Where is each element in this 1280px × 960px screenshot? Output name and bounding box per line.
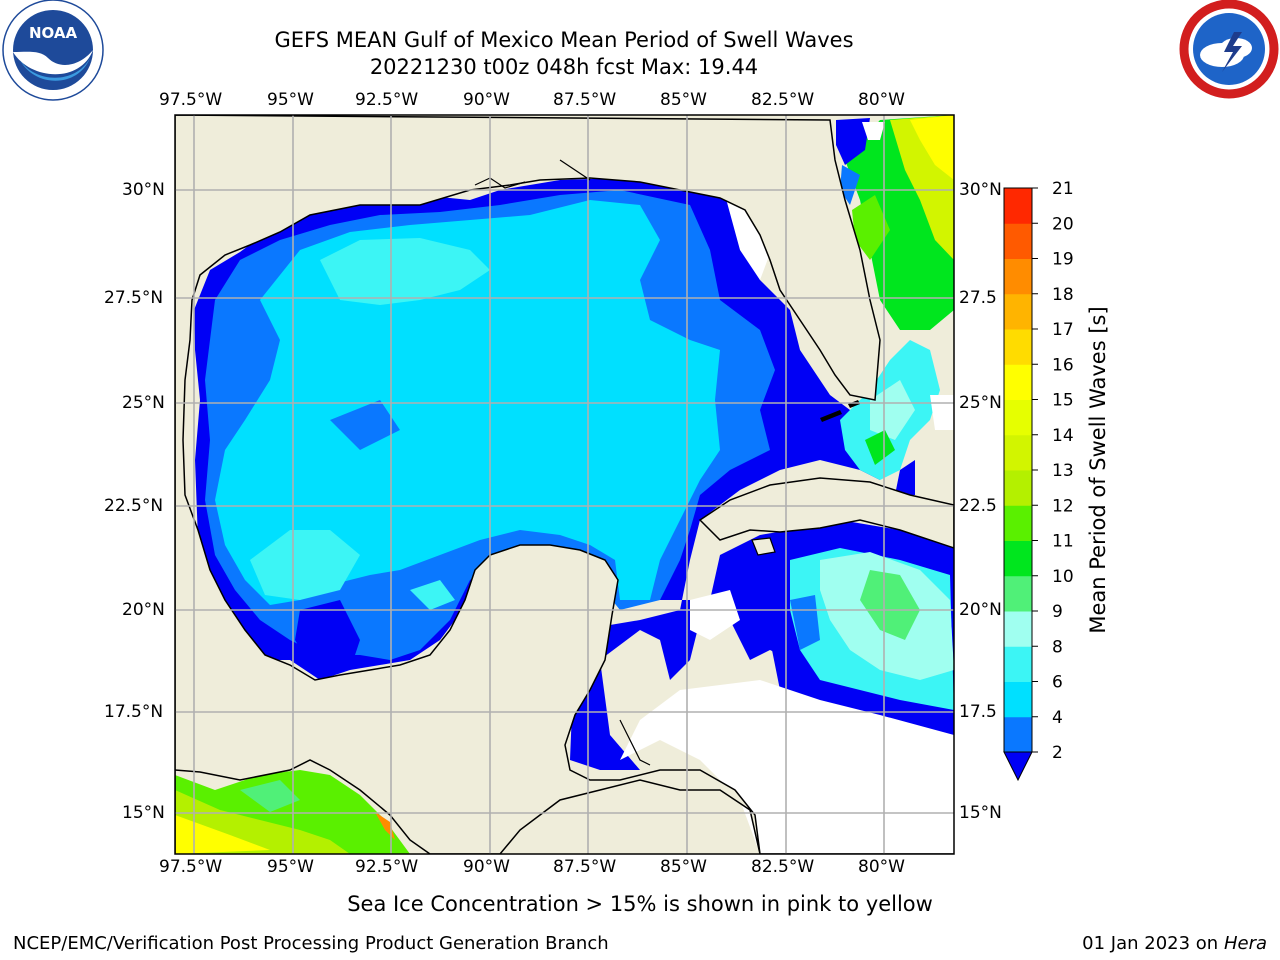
colorbar-cell — [1004, 540, 1032, 577]
map-area — [175, 115, 954, 854]
colorbar-tick-label: 8 — [1052, 637, 1063, 657]
lon-label-top: 85°W — [660, 90, 707, 110]
colorbar-cell — [1004, 434, 1032, 471]
footer-date: 01 Jan 2023 on Hera — [1082, 933, 1267, 954]
colorbar-tick-label: 9 — [1052, 602, 1063, 622]
footer-org: NCEP/EMC/Verification Post Processing Pr… — [13, 933, 609, 954]
lat-label-left: 30°N — [122, 180, 165, 200]
colorbar-label: Mean Period of Swell Waves [s] — [1086, 306, 1110, 634]
colorbar-tick-label: 15 — [1052, 391, 1074, 411]
colorbar-tick-label: 20 — [1052, 214, 1074, 234]
nws-logo-icon — [1179, 0, 1279, 99]
colorbar-tick-label: 11 — [1052, 532, 1074, 552]
lon-label-top: 95°W — [267, 90, 314, 110]
sea-ice-note: Sea Ice Concentration > 15% is shown in … — [0, 892, 1280, 916]
mexico-land — [175, 115, 954, 854]
lat-label-right: 27.5 — [959, 288, 997, 308]
colorbar-tick-label: 6 — [1052, 673, 1063, 693]
lat-label-right: 30°N — [959, 180, 1002, 200]
noaa-logo-icon: NOAA — [2, 0, 104, 101]
map-frame — [174, 114, 955, 855]
lat-label-right: 15°N — [959, 803, 1002, 823]
lon-label-top: 80°W — [858, 90, 905, 110]
colorbar-cell — [1004, 611, 1032, 647]
lon-label-top: 90°W — [463, 90, 510, 110]
colorbar: 2 4 6 8 9 10 11 12 13 14 15 16 17 18 19 20 21 — [1003, 179, 1074, 782]
colorbar-cell — [1004, 188, 1032, 224]
colorbar-cell — [1004, 293, 1032, 330]
noaa-logo-text: NOAA — [29, 24, 78, 42]
lat-label-right: 25°N — [959, 393, 1002, 413]
graticule — [175, 115, 954, 854]
colorbar-tick-label: 4 — [1052, 708, 1063, 728]
lon-label-top: 97.5°W — [159, 90, 223, 110]
colorbar-cell — [1004, 646, 1032, 682]
gulf-light-cyan — [320, 238, 490, 305]
colorbar-cell — [1004, 329, 1032, 365]
colorbar-cell — [1004, 716, 1032, 753]
colorbar-tick-label: 18 — [1052, 285, 1074, 305]
lat-label-left: 15°N — [122, 803, 165, 823]
colorbar-tick-label: 12 — [1052, 496, 1074, 516]
lat-label-left: 20°N — [122, 600, 165, 620]
colorbar-cell — [1004, 258, 1032, 295]
colorbar-cell — [1004, 399, 1032, 436]
map-title: GEFS MEAN Gulf of Mexico Mean Period of … — [274, 28, 854, 52]
lat-label-left: 17.5°N — [104, 702, 164, 722]
lon-label-bottom: 97.5°W — [159, 857, 223, 877]
lon-label-bottom: 87.5°W — [553, 857, 617, 877]
footer-date-text: 01 Jan 2023 on — [1082, 933, 1224, 954]
map-subtitle: 20221230 t00z 048h fcst Max: 19.44 — [369, 55, 759, 79]
lon-label-bottom: 85°W — [660, 857, 707, 877]
lon-label-bottom: 92.5°W — [355, 857, 419, 877]
lon-label-top: 82.5°W — [751, 90, 815, 110]
colorbar-cell — [1004, 364, 1032, 400]
lat-label-right: 17.5 — [959, 702, 997, 722]
lon-label-bottom: 95°W — [267, 857, 314, 877]
lon-label-top: 92.5°W — [355, 90, 419, 110]
sea-ice-note-text: Sea Ice Concentration > 15% is shown in … — [347, 892, 933, 916]
colorbar-tick-label: 21 — [1052, 179, 1074, 199]
colorbar-tick-label: 16 — [1052, 355, 1074, 375]
colorbar-cell — [1004, 223, 1032, 259]
lon-label-top: 87.5°W — [553, 90, 617, 110]
lat-label-left: 22.5°N — [104, 496, 164, 516]
colorbar-tick-label: 10 — [1052, 567, 1074, 587]
colorbar-tick-label: 19 — [1052, 250, 1074, 270]
lat-label-right: 22.5 — [959, 496, 997, 516]
lon-label-bottom: 90°W — [463, 857, 510, 877]
colorbar-under-triangle — [1003, 751, 1033, 782]
footer-machine: Hera — [1223, 933, 1267, 954]
colorbar-tick-label: 14 — [1052, 426, 1074, 446]
colorbar-cell — [1004, 681, 1032, 718]
colorbar-tick-label: 13 — [1052, 461, 1074, 481]
colorbar-cell — [1004, 505, 1032, 541]
lat-label-right: 20°N — [959, 600, 1002, 620]
lon-label-bottom: 80°W — [858, 857, 905, 877]
lat-label-left: 25°N — [122, 393, 165, 413]
lon-label-bottom: 82.5°W — [751, 857, 815, 877]
colorbar-cell — [1004, 470, 1032, 506]
colorbar-tick-label: 2 — [1052, 743, 1063, 763]
lat-label-left: 27.5°N — [104, 288, 164, 308]
colorbar-cell — [1004, 575, 1032, 612]
colorbar-tick-label: 17 — [1052, 320, 1074, 340]
